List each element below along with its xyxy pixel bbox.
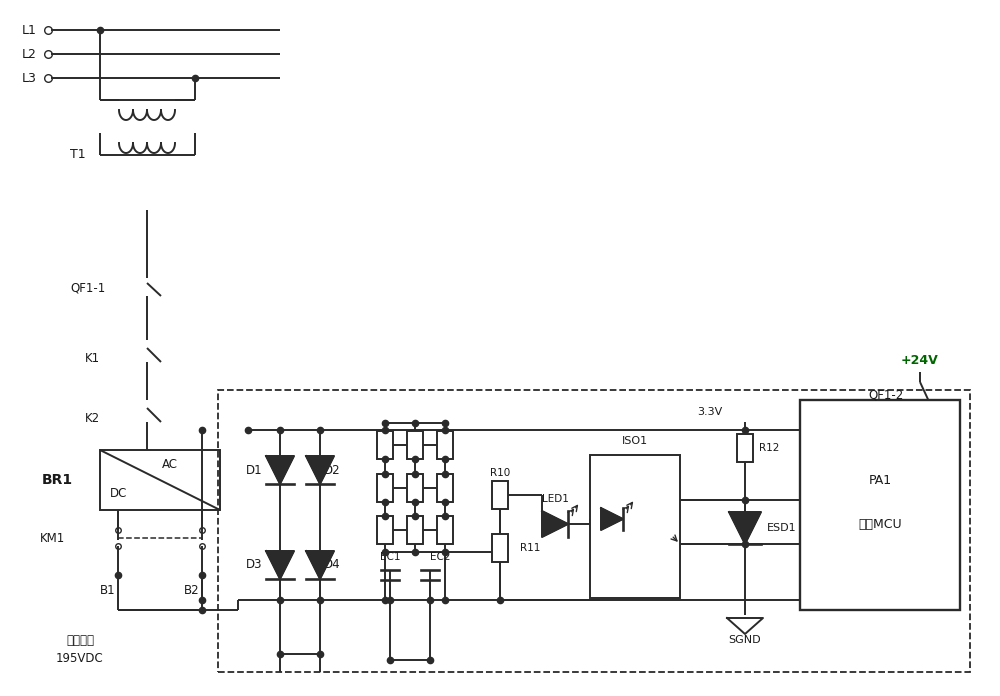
Text: R2: R2 xyxy=(409,441,421,450)
Polygon shape xyxy=(601,508,623,530)
Text: L1: L1 xyxy=(22,24,37,36)
Text: R10: R10 xyxy=(490,468,510,478)
Text: R11: R11 xyxy=(520,543,540,553)
Text: EC2: EC2 xyxy=(430,552,450,562)
Text: R6: R6 xyxy=(439,484,451,493)
Text: L3: L3 xyxy=(22,72,37,84)
Polygon shape xyxy=(266,456,294,484)
Bar xyxy=(437,431,453,459)
Text: AC: AC xyxy=(162,459,178,471)
Bar xyxy=(590,455,680,598)
Bar xyxy=(407,516,423,544)
Text: R4: R4 xyxy=(379,484,391,493)
Text: 195VDC: 195VDC xyxy=(56,651,104,665)
Text: KM1: KM1 xyxy=(40,532,65,544)
Text: D2: D2 xyxy=(324,464,341,477)
Text: ISO1: ISO1 xyxy=(622,436,648,446)
Text: LED1: LED1 xyxy=(542,494,568,504)
Text: 中控MCU: 中控MCU xyxy=(858,519,902,532)
Bar xyxy=(407,474,423,502)
Text: +24V: +24V xyxy=(901,354,939,367)
Text: DC: DC xyxy=(110,487,127,500)
Text: QF1-1: QF1-1 xyxy=(70,281,105,294)
Bar xyxy=(800,400,960,610)
Text: L2: L2 xyxy=(22,47,37,61)
Bar xyxy=(377,431,393,459)
Text: D1: D1 xyxy=(246,464,263,477)
Bar xyxy=(377,474,393,502)
Text: ESD1: ESD1 xyxy=(767,523,797,533)
Polygon shape xyxy=(727,618,763,634)
Text: R7: R7 xyxy=(379,525,391,535)
Text: T1: T1 xyxy=(70,148,86,161)
Bar xyxy=(377,516,393,544)
Text: EC1: EC1 xyxy=(380,552,400,562)
Text: D3: D3 xyxy=(246,558,262,571)
Text: 外接抱闸: 外接抱闸 xyxy=(66,633,94,647)
Polygon shape xyxy=(306,456,334,484)
Text: BR1: BR1 xyxy=(42,473,73,487)
Text: D4: D4 xyxy=(324,558,341,571)
Text: R5: R5 xyxy=(409,484,421,493)
Bar xyxy=(437,474,453,502)
Text: QF1-2: QF1-2 xyxy=(868,388,903,402)
Bar xyxy=(407,431,423,459)
Text: R1: R1 xyxy=(379,441,391,450)
Bar xyxy=(492,481,508,509)
Polygon shape xyxy=(306,551,334,579)
Text: B1: B1 xyxy=(100,585,116,597)
Text: R3: R3 xyxy=(439,441,451,450)
Text: R9: R9 xyxy=(439,525,451,535)
Bar xyxy=(218,390,970,672)
Text: SGND: SGND xyxy=(729,635,761,645)
Polygon shape xyxy=(542,511,568,537)
Text: R8: R8 xyxy=(409,525,421,535)
Text: PA1: PA1 xyxy=(868,473,892,487)
Bar xyxy=(437,516,453,544)
Text: R12: R12 xyxy=(759,443,779,453)
Bar xyxy=(737,434,753,462)
Text: K1: K1 xyxy=(85,351,100,365)
Text: 3.3V: 3.3V xyxy=(697,407,723,417)
Bar xyxy=(492,534,508,562)
Text: B2: B2 xyxy=(184,585,200,597)
Bar xyxy=(100,450,220,510)
Polygon shape xyxy=(266,551,294,579)
Polygon shape xyxy=(729,512,761,544)
Text: K2: K2 xyxy=(85,411,100,425)
